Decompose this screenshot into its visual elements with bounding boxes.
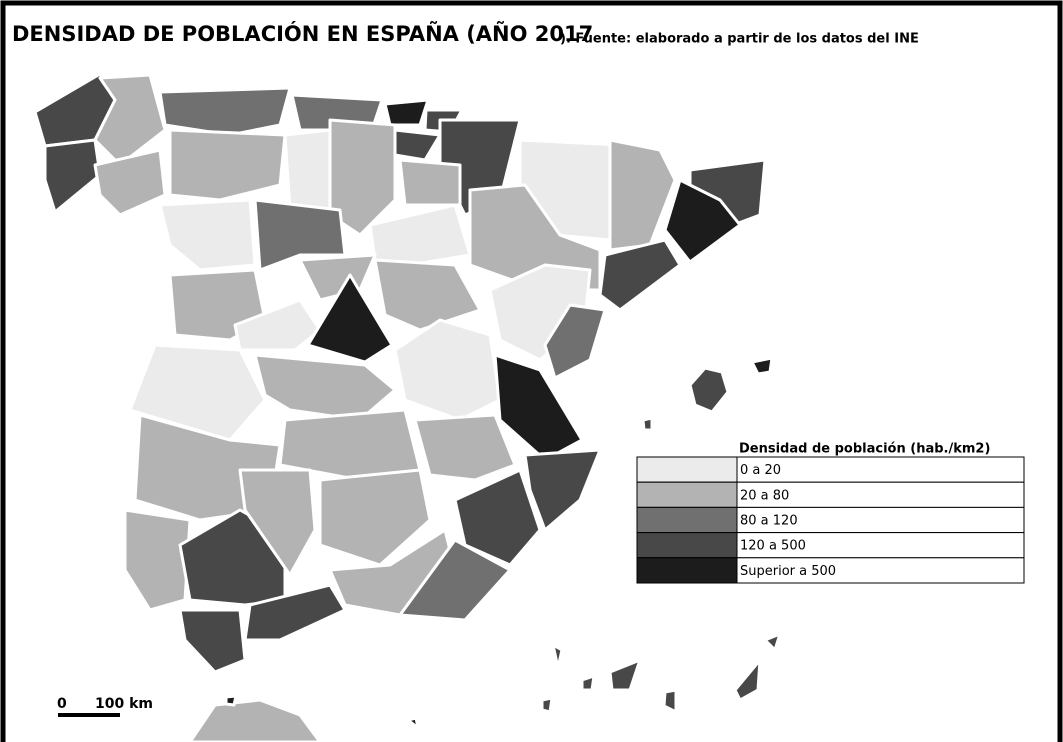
province <box>664 690 676 712</box>
province <box>400 160 460 205</box>
province <box>395 320 500 420</box>
scale-end: 100 km <box>95 696 153 712</box>
province <box>285 130 330 212</box>
page: DENSIDAD DE POBLACIÓN EN ESPAÑA (AÑO 201… <box>0 0 1063 742</box>
legend-label: 80 a 120 <box>740 514 798 529</box>
legend-swatch <box>637 482 737 507</box>
province <box>160 88 290 135</box>
province <box>370 205 470 265</box>
province <box>408 718 418 728</box>
province <box>415 415 515 480</box>
scale-start: 0 <box>57 696 67 712</box>
legend-label: 20 a 80 <box>740 488 789 503</box>
province <box>190 700 320 742</box>
legend-label: 120 a 500 <box>740 539 806 554</box>
province <box>542 698 552 712</box>
province <box>610 140 675 250</box>
province <box>582 676 594 690</box>
province <box>553 645 562 668</box>
province <box>255 355 395 420</box>
title: DENSIDAD DE POBLACIÓN EN ESPAÑA (AÑO 201… <box>12 21 593 46</box>
province <box>375 260 480 330</box>
legend-label: 0 a 20 <box>740 463 781 478</box>
legend-label: Superior a 500 <box>740 564 836 579</box>
provinces <box>35 74 780 742</box>
source: ). Fuente: elaborado a partir de los dat… <box>560 32 919 47</box>
legend-swatch <box>637 507 737 532</box>
province <box>752 358 772 374</box>
legend-swatch <box>637 558 737 583</box>
map: DENSIDAD DE POBLACIÓN EN ESPAÑA (AÑO 201… <box>0 0 1063 742</box>
province <box>395 130 440 160</box>
province <box>735 660 760 700</box>
province <box>180 610 245 672</box>
province <box>45 140 100 212</box>
province <box>125 510 190 610</box>
province <box>170 130 285 200</box>
legend-swatch <box>637 533 737 558</box>
legend-title: Densidad de población (hab./km2) <box>739 442 990 457</box>
province <box>95 150 165 215</box>
legend: Densidad de población (hab./km2) 0 a 20 2… <box>637 442 1024 584</box>
province <box>610 660 640 690</box>
province <box>226 696 236 705</box>
province <box>643 418 652 430</box>
province <box>385 100 428 125</box>
province <box>690 368 728 412</box>
legend-swatch <box>637 457 737 482</box>
province <box>160 200 255 270</box>
province <box>765 634 780 650</box>
